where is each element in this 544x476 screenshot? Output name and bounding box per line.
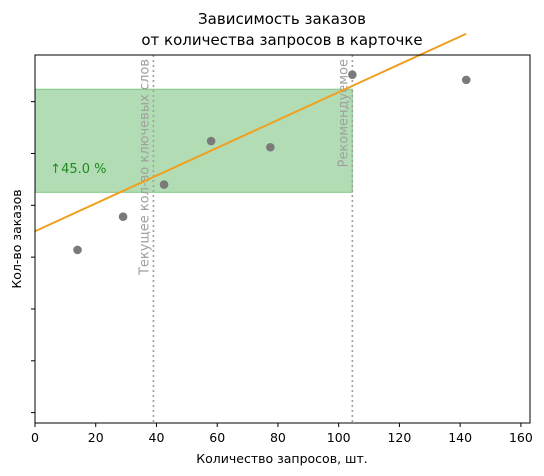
data-point xyxy=(159,180,169,189)
x-tick-label: 60 xyxy=(209,430,225,445)
vertical-line-label: Рекомендуемое xyxy=(336,59,351,167)
chart-title-line-2: от количества запросов в карточке xyxy=(141,31,422,49)
data-point xyxy=(118,212,128,222)
data-point xyxy=(266,142,275,152)
plot-frame xyxy=(34,54,531,424)
x-tick-label: 0 xyxy=(31,430,39,445)
data-point xyxy=(73,245,82,255)
chart-title-line-1: Зависимость заказов xyxy=(198,10,366,28)
y-axis-label: Кол-во заказов xyxy=(9,189,24,288)
plot-area: Текущее кол-во ключевых слов Рекомендуемо… xyxy=(34,32,471,423)
x-tick-label: 80 xyxy=(270,430,286,445)
x-tick-label: 20 xyxy=(88,430,104,445)
percent-annotation: ↑45.0 % xyxy=(50,162,106,177)
x-tick-label: 40 xyxy=(149,430,165,445)
highlight-band xyxy=(34,88,353,193)
data-point xyxy=(348,70,357,79)
data-point xyxy=(461,75,471,85)
x-tick-label: 100 xyxy=(327,430,351,445)
x-axis-label: Количество запросов, шт. xyxy=(196,451,367,466)
x-axis: 0 20 40 60 80 100 120 140 160 xyxy=(31,423,533,445)
x-tick-label: 140 xyxy=(448,430,472,445)
trend-line xyxy=(34,32,467,233)
x-tick-label: 120 xyxy=(387,430,411,445)
vertical-line-label: Текущее кол-во ключевых слов xyxy=(137,59,152,276)
y-axis xyxy=(31,101,35,414)
data-point xyxy=(206,136,216,146)
x-tick-label: 160 xyxy=(509,430,533,445)
